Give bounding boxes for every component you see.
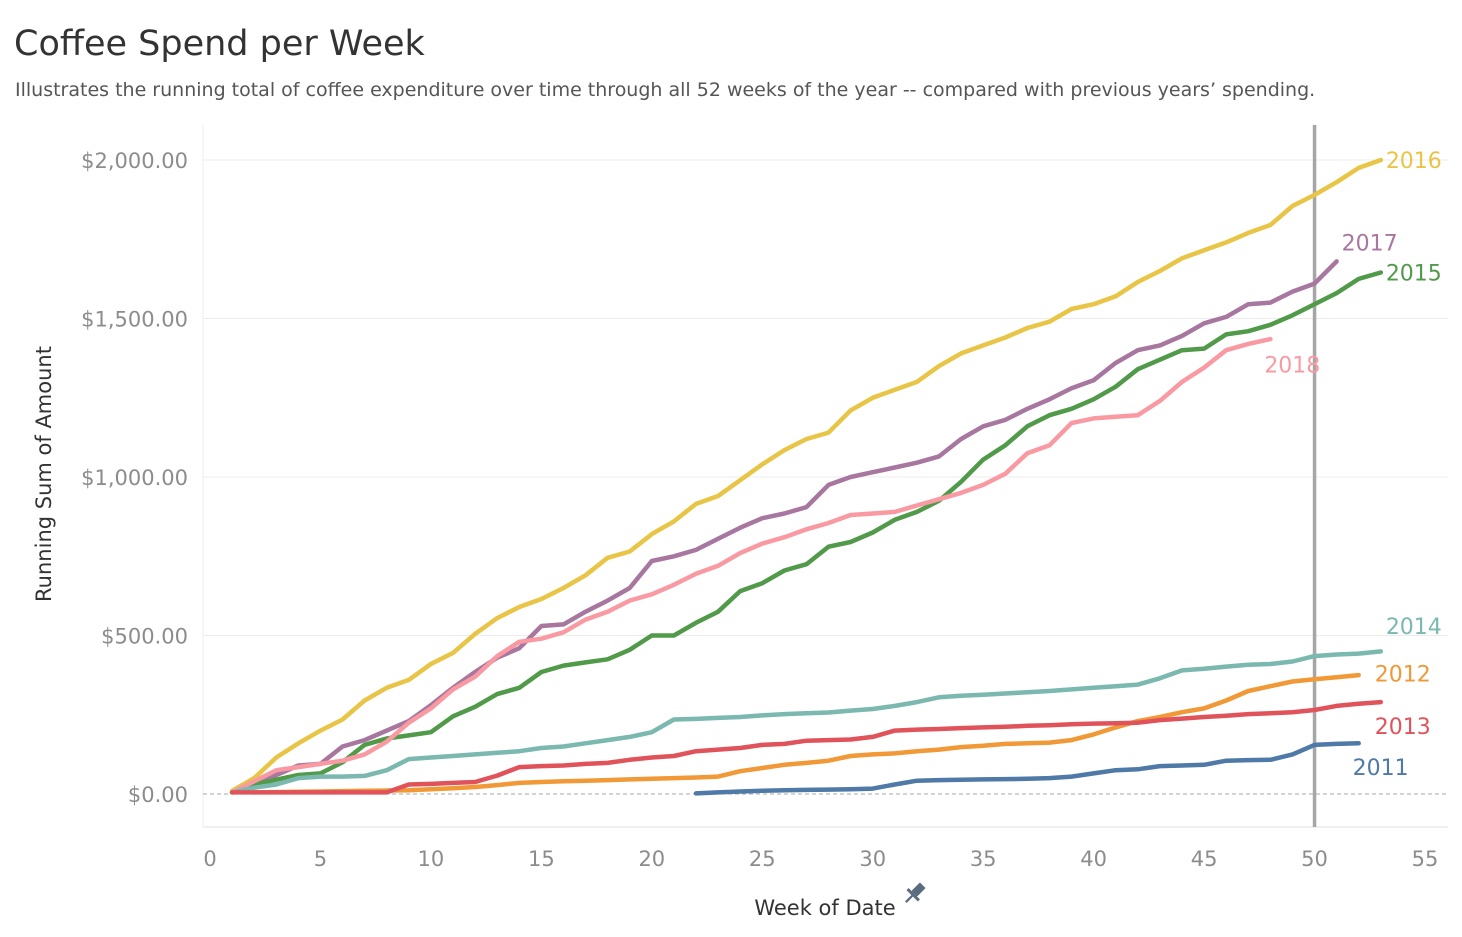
series-label-2014: 2014: [1386, 615, 1442, 640]
chart-title: Coffee Spend per Week: [14, 24, 425, 64]
series-label-2018: 2018: [1264, 353, 1320, 378]
x-tick-label: 0: [203, 847, 216, 871]
x-tick-label: 25: [749, 847, 776, 871]
series-line-2015[interactable]: [229, 270, 1384, 795]
series-label-2013: 2013: [1375, 715, 1431, 740]
x-tick-label: 35: [970, 847, 997, 871]
x-tick-label: 50: [1301, 847, 1328, 871]
x-tick-label: 10: [418, 847, 445, 871]
y-tick-label: $0.00: [128, 783, 188, 807]
y-tick-label: $2,000.00: [81, 149, 188, 173]
x-axis-title: Week of Date: [754, 896, 895, 920]
x-tick-label: 40: [1080, 847, 1107, 871]
y-tick-label: $1,000.00: [81, 466, 188, 490]
series-label-2016: 2016: [1386, 149, 1442, 174]
series-line-2011[interactable]: [693, 741, 1361, 796]
x-tick-label: 30: [859, 847, 886, 871]
series-label-2015: 2015: [1386, 262, 1442, 287]
x-tick-label: 45: [1191, 847, 1218, 871]
series-line-2014[interactable]: [229, 649, 1384, 795]
chart-subtitle: Illustrates the running total of coffee …: [15, 79, 1316, 101]
series-lines: [229, 157, 1384, 796]
grid-lines: [203, 159, 1448, 636]
series-label-2017: 2017: [1342, 231, 1398, 256]
series-labels: 2016 2017 2015 2018 2014 2012 2013 2011: [1264, 149, 1442, 781]
x-tick-label: 55: [1412, 847, 1439, 871]
x-tick-label: 5: [314, 847, 327, 871]
axes: [202, 125, 1448, 828]
x-tick-labels: 0 5 10 15 20 25 30 35 40 45 50 55: [203, 847, 1438, 871]
pin-icon[interactable]: [900, 880, 928, 908]
y-tick-labels: $0.00 $500.00 $1,000.00 $1,500.00 $2,000.00: [81, 149, 188, 807]
series-line-2012[interactable]: [251, 672, 1361, 795]
x-tick-label: 15: [528, 847, 555, 871]
y-axis-title: Running Sum of Amount: [32, 346, 56, 602]
y-tick-label: $1,500.00: [81, 308, 188, 332]
x-tick-label: 20: [638, 847, 665, 871]
series-line-2018[interactable]: [229, 336, 1273, 795]
y-tick-label: $500.00: [101, 625, 188, 649]
series-label-2012: 2012: [1375, 663, 1431, 688]
series-line-2013[interactable]: [229, 699, 1384, 795]
series-line-2016[interactable]: [229, 157, 1384, 794]
series-label-2011: 2011: [1353, 756, 1409, 781]
